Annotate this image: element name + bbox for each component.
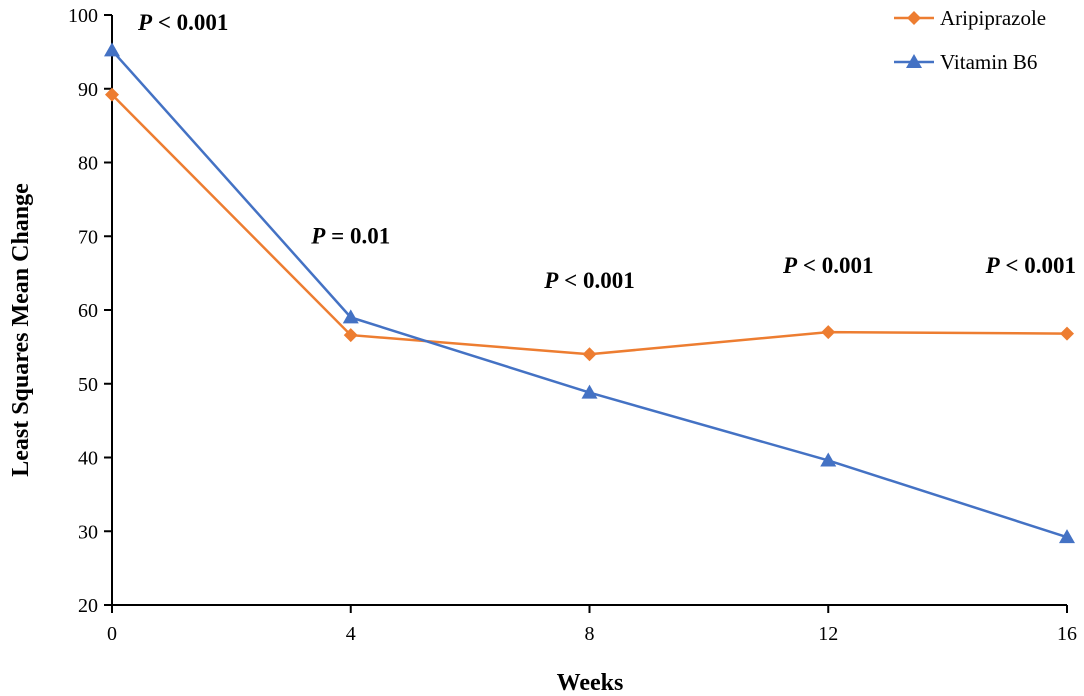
p-value-annotation: P < 0.001 [543, 268, 634, 293]
y-axis-title: Least Squares Mean Change [8, 183, 34, 477]
legend: Aripiprazole Vitamin B6 [894, 6, 1046, 74]
x-tick-label: 4 [346, 623, 356, 645]
y-tick-label: 40 [78, 448, 98, 470]
series-line [111, 93, 1068, 356]
y-tick-label: 80 [78, 153, 98, 175]
data-point [343, 328, 358, 343]
y-tick-label: 70 [78, 226, 98, 248]
x-axis-ticks: 0 4 8 12 16 [107, 605, 1077, 645]
legend-marker [907, 11, 921, 25]
y-axis-ticks: 20 30 40 50 60 70 80 90 100 [68, 5, 112, 617]
legend-label: Aripiprazole [940, 6, 1046, 30]
p-value-annotation: P < 0.001 [782, 253, 873, 278]
annotations: P < 0.001 P = 0.01 P < 0.001 P < 0.001 P < 0… [137, 10, 1076, 293]
series-vitamin-b6 [104, 42, 1075, 544]
p-value-annotation: P < 0.001 [137, 10, 228, 35]
legend-label: Vitamin B6 [940, 50, 1037, 74]
data-point [342, 309, 359, 324]
data-point [581, 384, 598, 399]
data-point [820, 452, 837, 467]
data-point [104, 42, 120, 57]
legend-entry: Vitamin B6 [894, 50, 1037, 74]
x-tick-label: 12 [818, 623, 838, 645]
series-line [111, 49, 1068, 539]
y-tick-label: 60 [78, 300, 98, 322]
series-aripiprazole [105, 87, 1074, 362]
legend-marker [906, 54, 922, 68]
y-tick-label: 30 [78, 521, 98, 543]
y-tick-label: 20 [78, 595, 98, 617]
data-point [582, 347, 597, 362]
x-axis-title: Weeks [557, 670, 624, 696]
y-tick-label: 100 [68, 5, 98, 27]
x-tick-label: 16 [1057, 623, 1077, 645]
data-point [1060, 326, 1074, 341]
series-layer [104, 42, 1075, 544]
data-point [105, 87, 119, 102]
y-tick-label: 90 [78, 79, 98, 101]
p-value-annotation: P = 0.01 [310, 224, 390, 249]
data-point [821, 325, 836, 340]
legend-entry: Aripiprazole [894, 6, 1046, 30]
p-value-annotation: P < 0.001 [985, 253, 1076, 278]
data-point [1059, 529, 1075, 544]
x-tick-label: 8 [585, 623, 595, 645]
x-tick-label: 0 [107, 623, 117, 645]
y-tick-label: 50 [78, 374, 98, 396]
